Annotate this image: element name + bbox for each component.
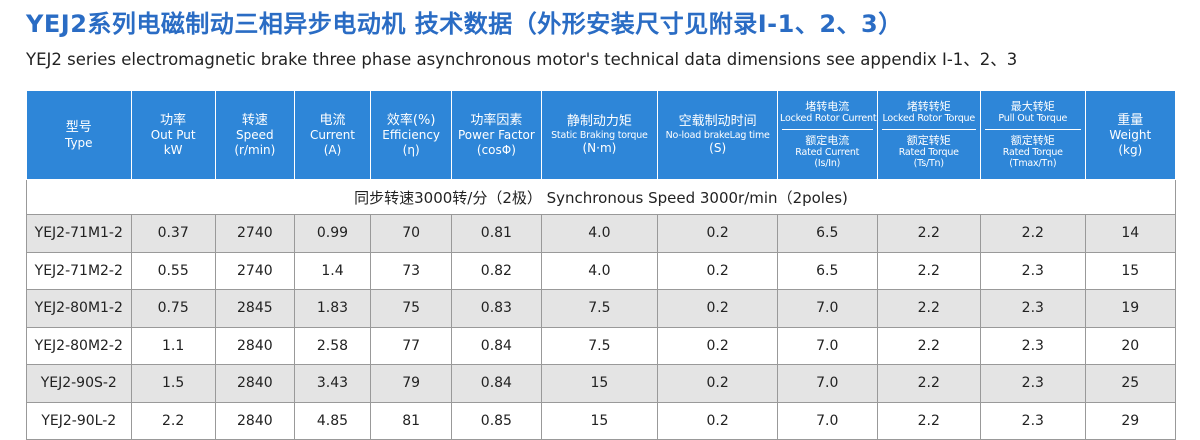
cell-locked-torque-ratio: 2.2	[876, 289, 982, 328]
header-locked-rotor-torque: 堵转转矩 Locked Rotor Torque 额定转矩 Rated Torq…	[876, 90, 982, 180]
cell-efficiency: 77	[370, 326, 453, 365]
cell-current: 0.99	[293, 214, 372, 253]
cell-weight: 14	[1084, 214, 1177, 253]
table-row: YEJ2-80M2-2 1.1 2840 2.58 77 0.84 7.5 0.2 7.0 2.2…	[26, 326, 1177, 365]
cell-weight: 29	[1084, 401, 1177, 440]
cell-output: 1.5	[130, 364, 216, 403]
cell-output: 0.55	[130, 251, 216, 290]
cell-braking-torque: 15	[540, 364, 659, 403]
cell-braking-torque: 4.0	[540, 251, 659, 290]
cell-locked-torque-ratio: 2.2	[876, 364, 982, 403]
cell-type: YEJ2-90L-2	[26, 401, 132, 440]
page-subtitle: YEJ2 series electromagnetic brake three …	[26, 50, 1018, 69]
cell-power-factor: 0.84	[451, 364, 542, 403]
cell-efficiency: 81	[370, 401, 453, 440]
cell-max-torque-ratio: 2.2	[980, 214, 1086, 253]
cell-locked-torque-ratio: 2.2	[876, 251, 982, 290]
header-divider	[881, 128, 977, 130]
cell-braking-torque: 15	[540, 401, 659, 440]
cell-max-torque-ratio: 2.3	[980, 401, 1086, 440]
cell-max-torque-ratio: 2.3	[980, 364, 1086, 403]
cell-locked-current-ratio: 7.0	[777, 364, 878, 403]
cell-speed: 2840	[214, 401, 295, 440]
cell-output: 1.1	[130, 326, 216, 365]
cell-type: YEJ2-90S-2	[26, 364, 132, 403]
cell-power-factor: 0.82	[451, 251, 542, 290]
cell-efficiency: 70	[370, 214, 453, 253]
cell-brake-lag: 0.2	[657, 289, 779, 328]
cell-speed: 2840	[214, 364, 295, 403]
cell-type: YEJ2-71M2-2	[26, 251, 132, 290]
cell-weight: 19	[1084, 289, 1177, 328]
cell-locked-current-ratio: 7.0	[777, 401, 878, 440]
cell-brake-lag: 0.2	[657, 251, 779, 290]
technical-data-table: 型号 Type 功率 Out Put kW 转速 Speed (r/min) 电…	[26, 90, 1177, 440]
cell-brake-lag: 0.2	[657, 401, 779, 440]
cell-max-torque-ratio: 2.3	[980, 289, 1086, 328]
cell-weight: 25	[1084, 364, 1177, 403]
cell-locked-current-ratio: 6.5	[777, 214, 878, 253]
cell-current: 1.83	[293, 289, 372, 328]
header-braking-torque: 静制动力矩 Static Braking torque (N·m)	[540, 90, 659, 180]
cell-efficiency: 75	[370, 289, 453, 328]
header-speed: 转速 Speed (r/min)	[214, 90, 295, 180]
header-power-factor: 功率因素 Power Factor (cosΦ)	[451, 90, 542, 180]
cell-locked-torque-ratio: 2.2	[876, 326, 982, 365]
cell-speed: 2845	[214, 289, 295, 328]
cell-output: 0.37	[130, 214, 216, 253]
page-title: YEJ2系列电磁制动三相异步电动机 技术数据（外形安装尺寸见附录I-1、2、3）	[26, 10, 903, 38]
cell-speed: 2740	[214, 214, 295, 253]
header-brake-lag-time: 空载制动时间 No-load brakeLag time (S)	[657, 90, 779, 180]
cell-power-factor: 0.85	[451, 401, 542, 440]
cell-locked-current-ratio: 7.0	[777, 289, 878, 328]
section-label: 同步转速3000转/分（2极） Synchronous Speed 3000r/…	[26, 179, 1176, 215]
cell-current: 1.4	[293, 251, 372, 290]
cell-brake-lag: 0.2	[657, 364, 779, 403]
cell-current: 2.58	[293, 326, 372, 365]
section-row: 同步转速3000转/分（2极） Synchronous Speed 3000r/…	[26, 179, 1176, 215]
header-output: 功率 Out Put kW	[130, 90, 216, 180]
table-row: YEJ2-80M1-2 0.75 2845 1.83 75 0.83 7.5 0.2 7.0 2.…	[26, 289, 1177, 328]
cell-speed: 2740	[214, 251, 295, 290]
cell-speed: 2840	[214, 326, 295, 365]
cell-current: 3.43	[293, 364, 372, 403]
table-row: YEJ2-71M1-2 0.37 2740 0.99 70 0.81 4.0 0.2 6.5 2.…	[26, 214, 1177, 253]
cell-efficiency: 73	[370, 251, 453, 290]
cell-output: 2.2	[130, 401, 216, 440]
table-row: YEJ2-71M2-2 0.55 2740 1.4 73 0.82 4.0 0.2 6.5 2.2…	[26, 251, 1177, 290]
cell-braking-torque: 7.5	[540, 326, 659, 365]
cell-locked-torque-ratio: 2.2	[876, 401, 982, 440]
header-divider	[985, 128, 1081, 130]
cell-max-torque-ratio: 2.3	[980, 326, 1086, 365]
header-locked-rotor-current: 堵转电流 Locked Rotor Current 额定电流 Rated Cur…	[777, 90, 878, 180]
table-row: YEJ2-90S-2 1.5 2840 3.43 79 0.84 15 0.2 7.0 2.2 2.…	[26, 364, 1177, 403]
cell-locked-current-ratio: 6.5	[777, 251, 878, 290]
header-divider	[782, 128, 873, 130]
cell-max-torque-ratio: 2.3	[980, 251, 1086, 290]
header-current: 电流 Current (A)	[293, 90, 372, 180]
header-type: 型号 Type	[26, 90, 132, 180]
cell-braking-torque: 4.0	[540, 214, 659, 253]
cell-weight: 15	[1084, 251, 1177, 290]
cell-locked-torque-ratio: 2.2	[876, 214, 982, 253]
cell-type: YEJ2-71M1-2	[26, 214, 132, 253]
header-pull-out-torque: 最大转矩 Pull Out Torque 额定转矩 Rated Torque (…	[980, 90, 1086, 180]
cell-output: 0.75	[130, 289, 216, 328]
header-efficiency: 效率(%) Efficiency (η)	[370, 90, 453, 180]
cell-brake-lag: 0.2	[657, 326, 779, 365]
header-row: 型号 Type 功率 Out Put kW 转速 Speed (r/min) 电…	[26, 90, 1177, 180]
table-row: YEJ2-90L-2 2.2 2840 4.85 81 0.85 15 0.2 7.0 2.2 2.…	[26, 401, 1177, 440]
cell-locked-current-ratio: 7.0	[777, 326, 878, 365]
cell-power-factor: 0.84	[451, 326, 542, 365]
cell-power-factor: 0.81	[451, 214, 542, 253]
cell-efficiency: 79	[370, 364, 453, 403]
cell-type: YEJ2-80M1-2	[26, 289, 132, 328]
header-weight: 重量 Weight (kg)	[1084, 90, 1177, 180]
cell-power-factor: 0.83	[451, 289, 542, 328]
cell-weight: 20	[1084, 326, 1177, 365]
cell-type: YEJ2-80M2-2	[26, 326, 132, 365]
cell-braking-torque: 7.5	[540, 289, 659, 328]
cell-current: 4.85	[293, 401, 372, 440]
cell-brake-lag: 0.2	[657, 214, 779, 253]
